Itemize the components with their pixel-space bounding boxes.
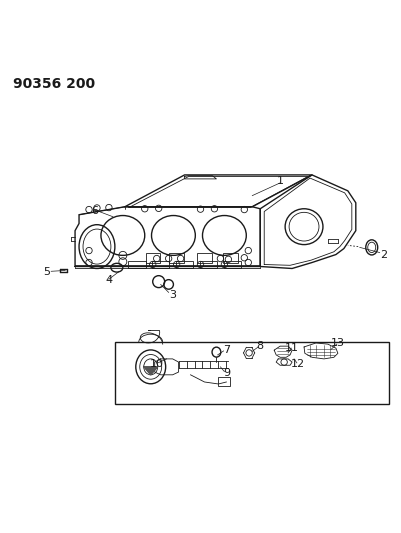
Bar: [128, 261, 146, 268]
Bar: [224, 261, 241, 268]
Text: 90356 200: 90356 200: [13, 77, 95, 91]
Bar: [197, 253, 212, 263]
Text: 7: 7: [223, 345, 230, 355]
Bar: [152, 261, 170, 268]
Text: 3: 3: [169, 290, 176, 300]
Bar: [176, 261, 193, 268]
Text: 13: 13: [331, 338, 345, 349]
Bar: [200, 261, 217, 268]
Bar: [146, 253, 160, 263]
Bar: [219, 377, 230, 386]
Text: 8: 8: [257, 341, 264, 351]
Bar: [223, 253, 237, 263]
Text: 5: 5: [44, 266, 51, 277]
Text: 11: 11: [285, 343, 299, 353]
Polygon shape: [144, 367, 158, 375]
Text: 12: 12: [291, 359, 305, 369]
Text: 4: 4: [105, 276, 112, 286]
Bar: [170, 253, 184, 263]
Bar: [115, 342, 389, 404]
Text: 10: 10: [150, 359, 164, 369]
Text: 1: 1: [277, 176, 284, 186]
Text: 9: 9: [223, 368, 230, 378]
Text: 6: 6: [91, 206, 99, 216]
Text: 2: 2: [380, 249, 387, 260]
